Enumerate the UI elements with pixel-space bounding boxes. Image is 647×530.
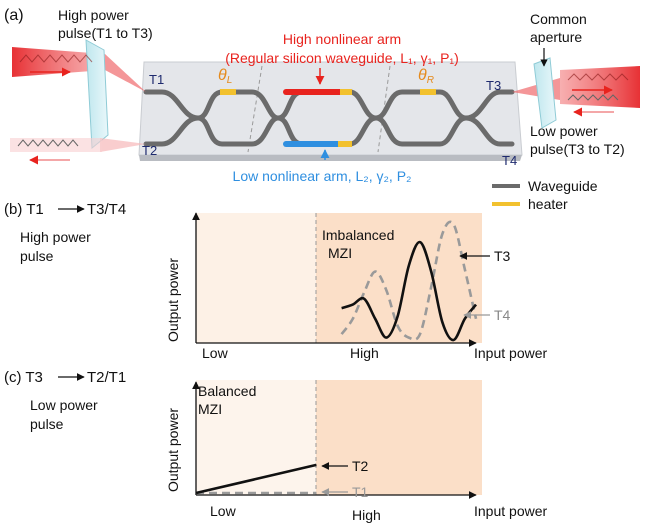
panel-b-region-line1: Imbalanced: [322, 227, 394, 243]
panel-b-targets: T3/T4: [87, 201, 126, 218]
panel-b-label: (b) T1: [4, 201, 44, 218]
panel-c-label: (c) T3: [4, 369, 43, 386]
high-power-pulse-line2: pulse(T1 to T3): [58, 25, 153, 41]
output-pulse-train-low: [567, 94, 619, 101]
panel-c-low-region: [196, 380, 316, 495]
panel-b-ylabel: Output power: [165, 258, 181, 342]
panel-b: (b) T1 T3/T4 High power pulse Imbalanced…: [4, 201, 547, 361]
waveguide-mzi1-top: [195, 89, 281, 121]
output-lens: [533, 57, 557, 129]
port-t1-label: T1: [149, 72, 164, 87]
common-aperture-line1: Common: [530, 11, 587, 27]
panel-c: (c) T3 T2/T1 Low power pulse Balanced MZ…: [4, 369, 547, 523]
panel-b-high-region: [316, 213, 482, 343]
high-arm-subtitle: (Regular silicon waveguide, L₁, γ₁, P₁): [225, 50, 459, 66]
port-t4-label: T4: [502, 153, 517, 168]
common-aperture-beam: [560, 66, 640, 108]
panel-c-region-line2: MZI: [198, 401, 222, 417]
panel-c-series-t2: [195, 463, 317, 495]
panel-b-low-region: [196, 213, 316, 343]
input-pulse-train: [19, 54, 93, 63]
panel-b-series-t3: [341, 240, 478, 342]
panel-c-tick-low: Low: [210, 503, 237, 519]
low-power-pulse-line2: pulse(T3 to T2): [530, 141, 625, 157]
panel-b-tick-high: High: [350, 345, 379, 361]
panel-b-t3-label: T3: [494, 248, 511, 264]
panel-c-targets: T2/T1: [87, 369, 126, 386]
waveguide-mzi1-bottom: [195, 115, 281, 147]
panel-c-t2-label: T2: [352, 458, 369, 474]
panel-a: (a): [4, 7, 640, 212]
panel-c-xlabel: Input power: [474, 503, 547, 519]
panel-b-xlabel: Input power: [474, 345, 547, 361]
chip-divider-left: [247, 65, 263, 153]
low-power-pulse-line1: Low power: [530, 123, 598, 139]
panel-b-tick-low: Low: [202, 345, 229, 361]
panel-b-region-line2: MZI: [328, 245, 352, 261]
panel-b-t4-label: T4: [494, 307, 511, 323]
high-power-pulse-line1: High power: [58, 7, 129, 23]
output-t2-focus: [100, 138, 146, 152]
output-t2-pulse-train: [17, 139, 79, 147]
panel-b-series-t4: [340, 220, 478, 341]
panel-c-high-region: [316, 380, 482, 495]
panel-c-region-line1: Balanced: [198, 383, 256, 399]
common-aperture-line2: aperture: [530, 29, 582, 45]
input-beam-focus: [105, 54, 146, 92]
waveguide-coupler1-b: [143, 115, 201, 147]
legend-waveguide-label: Waveguide: [528, 178, 598, 194]
panel-c-pulse-line2: pulse: [30, 416, 64, 432]
panel-a-label: (a): [4, 7, 24, 24]
legend-heater-label: heater: [528, 196, 568, 212]
chip-edge: [139, 155, 522, 161]
output-pulse-train-high: [567, 73, 629, 81]
high-arm-title: High nonlinear arm: [283, 31, 401, 47]
panel-b-pulse-line2: pulse: [20, 248, 54, 264]
panel-c-ylabel: Output power: [165, 408, 181, 492]
port-t3-label: T3: [486, 78, 501, 93]
waveguide-mzi2-bottom: [373, 115, 469, 147]
panel-b-pulse-line1: High power: [20, 229, 91, 245]
input-lens: [85, 39, 109, 150]
panel-c-t1-label: T1: [352, 484, 369, 500]
panel-c-tick-high: High: [352, 507, 381, 523]
output-t2-beam: [10, 138, 102, 152]
low-arm-label: Low nonlinear arm, L₂, γ₂, P₂: [233, 168, 412, 184]
waveguide-out-t4: [463, 115, 515, 147]
panel-c-pulse-line1: Low power: [30, 397, 98, 413]
input-beam: [12, 47, 105, 77]
port-t2-label: T2: [142, 143, 157, 158]
